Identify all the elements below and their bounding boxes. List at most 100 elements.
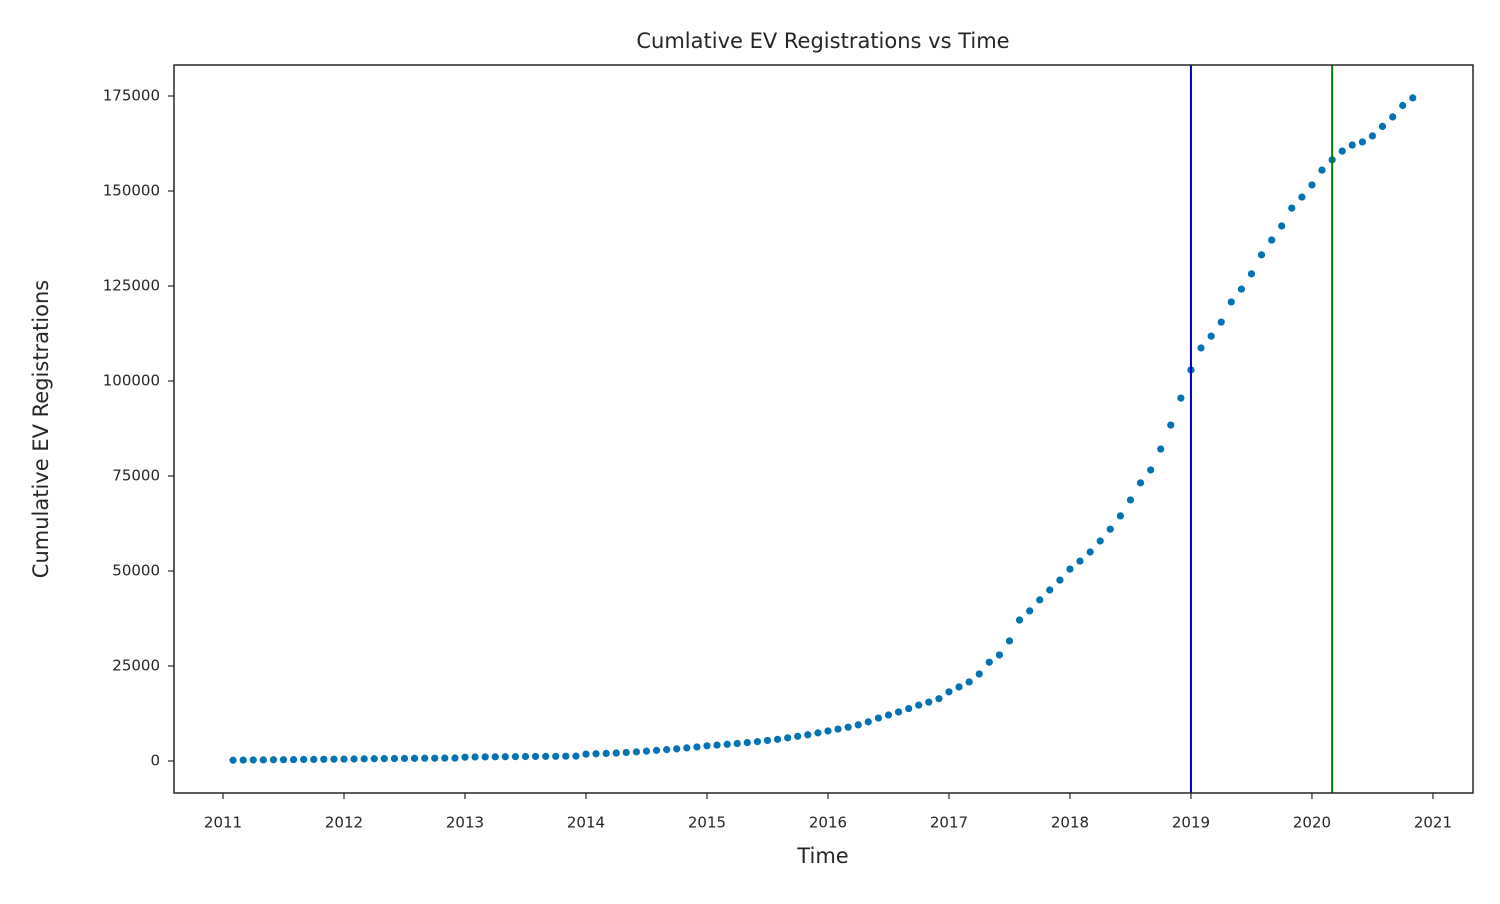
point xyxy=(531,752,540,761)
point xyxy=(915,701,923,709)
x-tick-label: 2021 xyxy=(1414,814,1452,832)
point xyxy=(1136,479,1145,487)
point xyxy=(562,752,570,760)
point xyxy=(542,752,550,760)
x-tick-label: 2014 xyxy=(567,814,605,832)
y-tick-label: 150000 xyxy=(103,182,160,200)
point xyxy=(804,731,812,739)
point xyxy=(723,740,731,748)
point xyxy=(421,754,429,762)
point xyxy=(773,735,782,743)
point xyxy=(693,743,701,751)
point xyxy=(874,714,883,722)
point xyxy=(572,752,580,760)
point xyxy=(310,755,318,764)
x-tick-label: 2011 xyxy=(204,814,242,832)
x-tick-label: 2012 xyxy=(325,814,363,832)
point xyxy=(1086,548,1094,556)
point xyxy=(360,755,368,763)
point xyxy=(491,753,499,761)
y-tick-label: 125000 xyxy=(103,277,160,295)
point xyxy=(1157,445,1165,453)
y-tick-label: 50000 xyxy=(112,562,160,580)
point xyxy=(1298,193,1306,201)
x-tick-label: 2017 xyxy=(930,814,968,832)
point xyxy=(431,754,439,762)
point xyxy=(269,756,278,764)
point xyxy=(350,755,358,763)
point xyxy=(652,746,661,754)
point xyxy=(1288,204,1296,212)
point xyxy=(330,755,338,763)
point xyxy=(743,738,751,747)
point xyxy=(380,755,388,763)
point xyxy=(451,754,459,762)
point xyxy=(985,658,993,666)
point xyxy=(683,744,691,752)
point xyxy=(935,695,943,703)
point xyxy=(1308,181,1316,189)
point xyxy=(905,704,913,713)
point xyxy=(461,753,469,761)
point xyxy=(814,729,822,737)
y-tick-label: 75000 xyxy=(112,467,160,485)
point xyxy=(763,736,772,745)
point xyxy=(673,745,681,753)
point xyxy=(1268,236,1276,244)
point xyxy=(663,746,671,754)
point xyxy=(925,698,933,706)
point xyxy=(1026,607,1034,615)
point xyxy=(632,748,641,756)
point xyxy=(471,753,479,761)
point xyxy=(1046,586,1054,594)
point xyxy=(1378,122,1387,131)
point xyxy=(1207,332,1215,340)
point xyxy=(279,756,288,764)
point xyxy=(511,753,520,761)
point xyxy=(370,755,378,763)
point xyxy=(481,753,489,761)
point xyxy=(1005,637,1014,645)
point xyxy=(1167,421,1175,429)
point xyxy=(1036,596,1044,604)
point xyxy=(824,727,832,735)
point xyxy=(622,748,630,757)
point xyxy=(259,756,267,764)
y-tick-label: 100000 xyxy=(103,372,160,390)
x-tick-label: 2020 xyxy=(1293,814,1331,832)
y-axis-label: Cumulative EV Registrations xyxy=(29,280,53,578)
point xyxy=(713,741,721,749)
point xyxy=(1247,270,1256,278)
point xyxy=(1257,251,1266,259)
point xyxy=(239,756,247,764)
point xyxy=(1076,557,1084,565)
point xyxy=(340,755,348,763)
point xyxy=(390,754,399,763)
point xyxy=(1147,466,1155,474)
point xyxy=(400,754,409,763)
x-tick-label: 2019 xyxy=(1172,814,1210,832)
point xyxy=(995,651,1004,659)
point xyxy=(582,750,590,758)
point xyxy=(642,747,651,755)
point xyxy=(975,670,983,678)
x-axis-label: Time xyxy=(796,844,848,868)
point xyxy=(1066,565,1074,573)
point xyxy=(1358,138,1367,146)
point xyxy=(1227,298,1235,306)
point xyxy=(501,753,509,761)
point xyxy=(844,723,852,731)
x-tick-label: 2018 xyxy=(1051,814,1089,832)
point xyxy=(1197,344,1205,352)
point xyxy=(229,756,237,764)
point xyxy=(834,725,842,733)
point xyxy=(794,732,802,740)
point xyxy=(1338,147,1346,155)
point xyxy=(552,752,560,760)
point xyxy=(733,739,741,748)
point xyxy=(521,752,530,761)
point xyxy=(1368,132,1377,140)
point xyxy=(612,749,620,757)
point xyxy=(410,754,419,762)
